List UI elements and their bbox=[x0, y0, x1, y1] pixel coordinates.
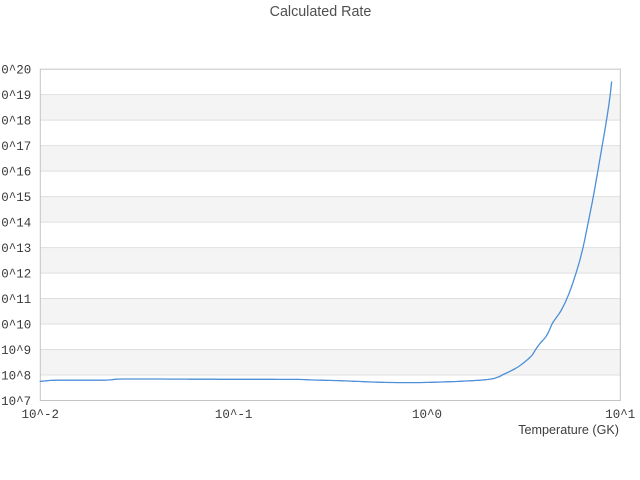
svg-text:10^17: 10^17 bbox=[0, 140, 31, 154]
svg-text:10^14: 10^14 bbox=[0, 216, 31, 230]
svg-text:10^8: 10^8 bbox=[1, 369, 31, 383]
svg-text:Calculated Rate: Calculated Rate bbox=[270, 4, 372, 20]
svg-text:10^18: 10^18 bbox=[0, 114, 31, 128]
svg-text:10^19: 10^19 bbox=[0, 89, 31, 103]
svg-text:10^11: 10^11 bbox=[0, 293, 31, 307]
svg-text:10^10: 10^10 bbox=[0, 318, 31, 332]
svg-text:10^-2: 10^-2 bbox=[22, 408, 60, 422]
svg-text:10^12: 10^12 bbox=[0, 267, 31, 281]
svg-text:10^0: 10^0 bbox=[412, 408, 442, 422]
svg-text:10^13: 10^13 bbox=[0, 242, 31, 256]
svg-text:10^9: 10^9 bbox=[1, 344, 31, 358]
svg-text:10^-1: 10^-1 bbox=[215, 408, 253, 422]
svg-text:Temperature (GK): Temperature (GK) bbox=[518, 423, 619, 437]
svg-text:10^15: 10^15 bbox=[0, 191, 31, 205]
svg-text:10^16: 10^16 bbox=[0, 165, 31, 179]
svg-text:10^1: 10^1 bbox=[605, 408, 635, 422]
svg-text:10^20: 10^20 bbox=[0, 64, 31, 78]
svg-text:10^7: 10^7 bbox=[1, 395, 31, 409]
